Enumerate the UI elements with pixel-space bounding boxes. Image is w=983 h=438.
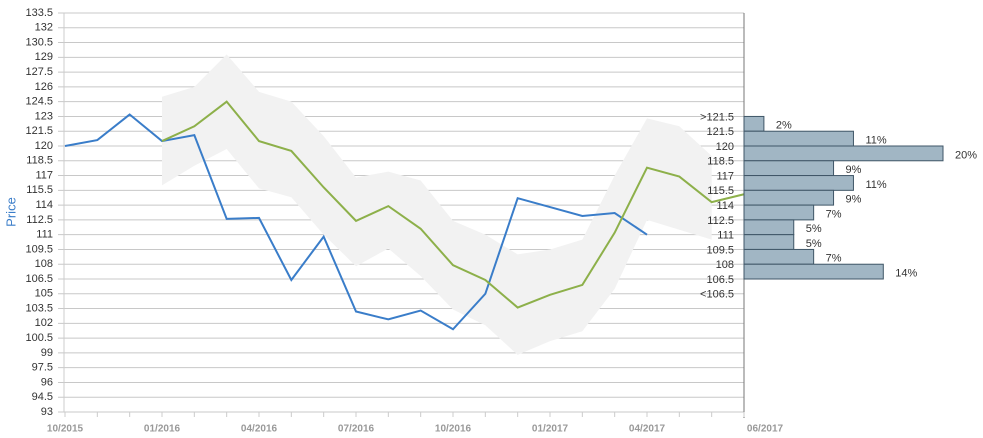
- histogram-value-label: 9%: [846, 194, 862, 206]
- x-tick-label: 10/2015: [47, 424, 84, 435]
- histogram-value-label: 7%: [826, 208, 842, 220]
- histogram-bin-label: 112.5: [707, 215, 734, 227]
- y-tick-label: 93: [41, 406, 53, 418]
- range-band: [162, 54, 712, 355]
- y-tick-label: 133.5: [25, 7, 53, 19]
- y-tick-label: 123: [35, 110, 53, 122]
- y-tick-label: 102: [35, 317, 53, 329]
- histogram-value-label: 11%: [865, 135, 886, 147]
- histogram-bin-label: 114: [716, 200, 734, 212]
- y-tick-label: 99: [41, 347, 53, 359]
- histogram-bin-label: 120: [716, 141, 734, 153]
- y-tick-label: 118.5: [26, 155, 53, 167]
- y-tick-label: 117: [35, 169, 53, 181]
- histogram-bar: [743, 219, 795, 236]
- histogram-value-label: 7%: [826, 253, 842, 265]
- y-tick-label: 120: [35, 140, 53, 152]
- histogram-bin-label: 106.5: [706, 274, 734, 286]
- histogram-bar: [743, 145, 944, 162]
- y-tick-label: 109.5: [25, 243, 53, 255]
- histogram-bar: [743, 130, 854, 147]
- histogram-bar: [743, 160, 835, 177]
- histogram-value-label: 5%: [806, 223, 822, 235]
- histogram-bin-label: 115.5: [707, 185, 734, 197]
- histogram-bar: [743, 115, 765, 132]
- y-tick-label: 132: [35, 22, 53, 34]
- y-tick-label: 130.5: [25, 36, 53, 48]
- y-tick-label: 114: [35, 199, 53, 211]
- y-tick-label: 94.5: [32, 391, 53, 403]
- x-end-label: 06/2017: [747, 424, 784, 435]
- histogram-bin-label: 109.5: [706, 244, 734, 256]
- y-tick-label: 111: [36, 229, 53, 241]
- y-tick-label: 97.5: [32, 362, 53, 374]
- y-tick-label: 126: [35, 81, 53, 93]
- histogram-value-label: 11%: [865, 179, 886, 191]
- histogram-value-label: 20%: [955, 149, 977, 161]
- y-tick-label: 115.5: [26, 184, 53, 196]
- histogram-bin-label: 117: [716, 170, 734, 182]
- histogram-bar: [743, 175, 854, 191]
- y-tick-label: 108: [35, 258, 53, 270]
- histogram-bar: [743, 204, 815, 221]
- histogram-bin-label: 118.5: [707, 156, 734, 168]
- histogram-value-label: 2%: [776, 120, 792, 132]
- histogram-value-label: 14%: [895, 268, 917, 280]
- y-tick-label: 124.5: [25, 96, 53, 108]
- y-tick-label: 103.5: [25, 302, 53, 314]
- x-tick-label: 01/2016: [144, 424, 181, 435]
- histogram-bar: [743, 234, 795, 250]
- x-tick-label: 10/2016: [435, 424, 472, 435]
- histogram-bar: [743, 248, 815, 265]
- histogram-value-label: 5%: [806, 238, 822, 250]
- y-tick-label: 127.5: [25, 66, 53, 78]
- histogram-bin-label: <106.5: [700, 289, 734, 301]
- x-tick-label: 07/2016: [338, 424, 375, 435]
- histogram-bar: [743, 263, 884, 280]
- y-tick-label: 121.5: [25, 125, 53, 137]
- histogram-bar: [743, 189, 835, 206]
- line-series: [161, 100, 745, 309]
- x-tick-label: 04/2017: [629, 424, 666, 435]
- histogram-bin-label: >121.5: [700, 111, 734, 123]
- y-tick-label: 100.5: [25, 332, 53, 344]
- x-tick-label: 04/2016: [241, 424, 278, 435]
- histogram-value-label: 9%: [846, 164, 862, 176]
- histogram-bin-label: 121.5: [706, 126, 734, 138]
- histogram-bin-label: 111: [717, 230, 734, 242]
- y-tick-label: 112.5: [26, 214, 53, 226]
- x-tick-label: 01/2017: [532, 424, 569, 435]
- y-tick-label: 106.5: [25, 273, 53, 285]
- histogram-bin-label: 108: [716, 259, 734, 271]
- y-tick-label: 129: [35, 51, 53, 63]
- y-tick-label: 105: [35, 288, 53, 300]
- y-tick-label: 96: [41, 376, 53, 388]
- y-axis-label: Price: [3, 197, 18, 227]
